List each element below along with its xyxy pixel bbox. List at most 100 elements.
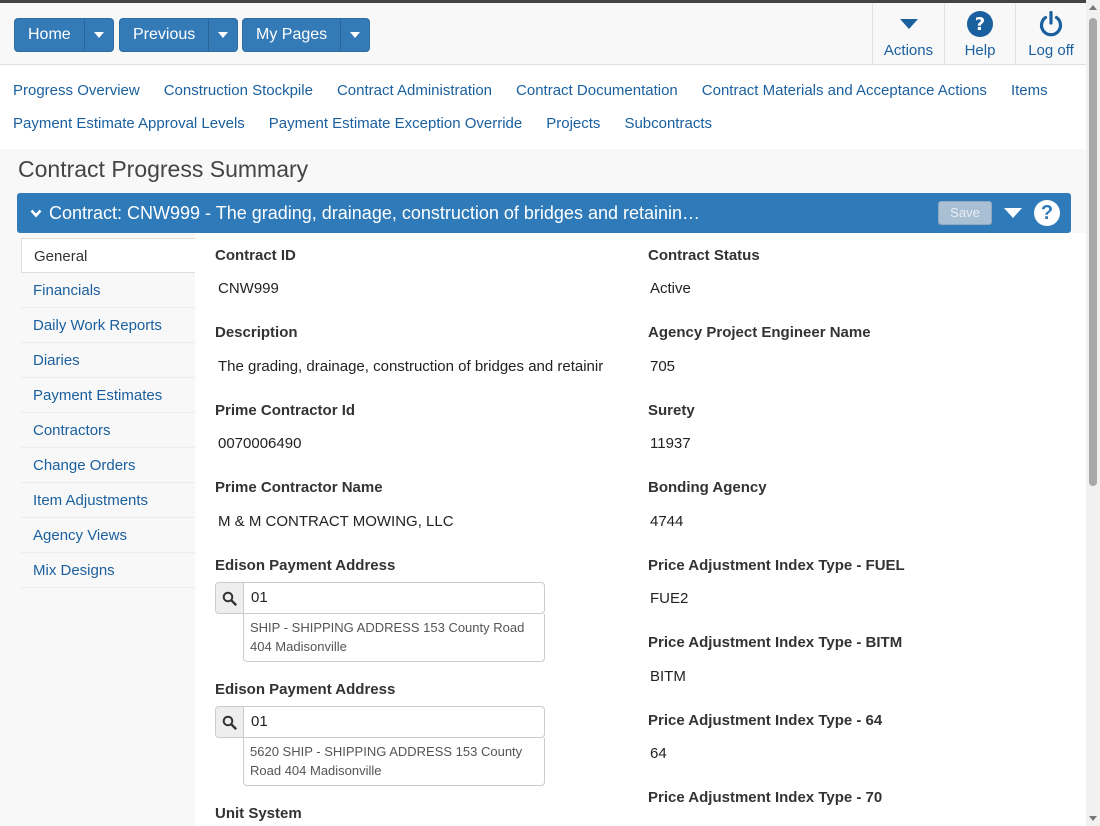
address-desc-line: SHIP - SHIPPING ADDRESS 153 County Road xyxy=(250,620,525,635)
top-toolbar: Home Previous My Pages Actions ? Help Lo… xyxy=(0,0,1086,65)
edison-payment-address-2-value[interactable]: 01 xyxy=(251,713,268,730)
module-links: Progress Overview Construction Stockpile… xyxy=(0,65,1086,149)
link-items[interactable]: Items xyxy=(1010,82,1048,99)
sidebar-item-change-orders[interactable]: Change Orders xyxy=(21,448,195,483)
caret-down-icon xyxy=(899,8,919,40)
link-construction-stockpile[interactable]: Construction Stockpile xyxy=(163,82,313,99)
link-contract-administration[interactable]: Contract Administration xyxy=(336,82,493,99)
link-contract-documentation[interactable]: Contract Documentation xyxy=(516,82,678,99)
agency-project-engineer-label: Agency Project Engineer Name xyxy=(648,324,871,341)
top-right-actions: Actions ? Help Log off xyxy=(872,3,1086,65)
link-subcontracts[interactable]: Subcontracts xyxy=(624,115,712,132)
my-pages-button-group: My Pages xyxy=(242,18,371,52)
pai-70-label: Price Adjustment Index Type - 70 xyxy=(648,789,883,806)
edison-payment-address-value[interactable]: 01 xyxy=(251,589,268,606)
previous-button[interactable]: Previous xyxy=(133,26,196,43)
contract-status-label: Contract Status xyxy=(648,247,760,264)
sidebar-item-item-adjustments[interactable]: Item Adjustments xyxy=(21,483,195,518)
unit-system-label: Unit System xyxy=(215,805,302,822)
contract-panel-title: Contract: CNW999 - The grading, drainage… xyxy=(49,202,701,223)
module-links-row-1: Progress Overview Construction Stockpile… xyxy=(13,81,1086,101)
edison-payment-address-2-lookup: 01 5620 SHIP - SHIPPING ADDRESS 153 Coun… xyxy=(215,706,545,786)
sidebar-item-mix-designs[interactable]: Mix Designs xyxy=(21,553,195,588)
address-desc-line: 404 Madisonville xyxy=(250,639,347,654)
edison-payment-address-label: Edison Payment Address xyxy=(215,557,396,574)
contract-content: General Financials Daily Work Reports Di… xyxy=(17,233,1086,826)
chevron-down-icon xyxy=(350,32,361,38)
home-button-group: Home xyxy=(14,18,114,52)
pai-bitm-label: Price Adjustment Index Type - BITM xyxy=(648,634,903,651)
page-title: Contract Progress Summary xyxy=(18,156,309,182)
help-label: Help xyxy=(964,42,996,59)
edison-payment-address-2-description: 5620 SHIP - SHIPPING ADDRESS 153 County … xyxy=(243,738,545,786)
prime-contractor-id-label: Prime Contractor Id xyxy=(215,402,356,419)
sidebar-item-general[interactable]: General xyxy=(21,238,195,273)
home-dropdown-toggle[interactable] xyxy=(83,19,113,51)
my-pages-button[interactable]: My Pages xyxy=(256,26,328,43)
pai-bitm-value: BITM xyxy=(650,668,686,685)
link-payment-estimate-approval-levels[interactable]: Payment Estimate Approval Levels xyxy=(13,115,245,132)
prime-contractor-id-value: 0070006490 xyxy=(218,435,302,452)
chevron-down-icon xyxy=(218,32,229,38)
edison-payment-address-field[interactable]: 01 xyxy=(215,582,545,614)
description-label: Description xyxy=(215,324,298,341)
sidebar-item-daily-work-reports[interactable]: Daily Work Reports xyxy=(21,308,195,343)
previous-dropdown-toggle[interactable] xyxy=(208,19,237,51)
actions-label: Actions xyxy=(883,42,934,59)
pai-fuel-label: Price Adjustment Index Type - FUEL xyxy=(648,557,905,574)
edison-payment-address-2-field[interactable]: 01 xyxy=(215,706,545,738)
scroll-down-arrow-icon[interactable] xyxy=(1089,816,1097,821)
my-pages-dropdown-toggle[interactable] xyxy=(340,19,369,51)
sidebar-item-financials[interactable]: Financials xyxy=(21,273,195,308)
help-button[interactable]: ? Help xyxy=(944,3,1015,65)
sidebar-item-payment-estimates[interactable]: Payment Estimates xyxy=(21,378,195,413)
contract-status-value: Active xyxy=(650,280,691,297)
power-icon xyxy=(1037,8,1065,40)
link-contract-materials-acceptance[interactable]: Contract Materials and Acceptance Action… xyxy=(701,82,987,99)
save-button[interactable]: Save xyxy=(938,201,992,225)
description-value: The grading, drainage, construction of b… xyxy=(218,358,604,375)
svg-text:?: ? xyxy=(975,14,985,35)
prime-contractor-name-value: M & M CONTRACT MOWING, LLC xyxy=(218,513,454,530)
edison-payment-address-2-label: Edison Payment Address xyxy=(215,681,396,698)
search-icon[interactable] xyxy=(216,583,244,613)
actions-button[interactable]: Actions xyxy=(872,3,944,65)
surety-label: Surety xyxy=(648,402,695,419)
scroll-up-arrow-icon[interactable] xyxy=(1089,5,1097,10)
surety-value: 11937 xyxy=(650,435,691,452)
log-off-label: Log off xyxy=(1028,42,1074,59)
bonding-agency-value: 4744 xyxy=(650,513,684,530)
contract-panel-header[interactable]: Contract: CNW999 - The grading, drainage… xyxy=(17,193,1071,233)
chevron-down-icon xyxy=(93,32,104,38)
section-sidebar: General Financials Daily Work Reports Di… xyxy=(17,233,195,826)
panel-menu-caret-icon[interactable] xyxy=(1004,208,1022,218)
panel-help-icon[interactable]: ? xyxy=(1034,200,1060,226)
home-button[interactable]: Home xyxy=(28,26,71,43)
search-icon[interactable] xyxy=(216,707,244,737)
prime-contractor-name-label: Prime Contractor Name xyxy=(215,479,383,496)
sidebar-item-agency-views[interactable]: Agency Views xyxy=(21,518,195,553)
contract-id-label: Contract ID xyxy=(215,247,296,264)
question-circle-icon: ? xyxy=(966,8,994,40)
contract-id-value: CNW999 xyxy=(218,280,279,297)
address-desc-line: Road 404 Madisonville xyxy=(250,763,382,778)
chevron-down-icon[interactable] xyxy=(30,207,42,219)
link-progress-overview[interactable]: Progress Overview xyxy=(13,82,140,99)
pai-64-value: 64 xyxy=(650,745,667,762)
sidebar-item-diaries[interactable]: Diaries xyxy=(21,343,195,378)
module-links-row-2: Payment Estimate Approval Levels Payment… xyxy=(13,114,1086,134)
page-scrollbar[interactable] xyxy=(1086,0,1100,826)
pai-64-label: Price Adjustment Index Type - 64 xyxy=(648,712,883,729)
previous-button-group: Previous xyxy=(119,18,239,52)
scrollbar-thumb[interactable] xyxy=(1089,18,1097,486)
link-payment-estimate-exception-override[interactable]: Payment Estimate Exception Override xyxy=(268,115,523,132)
link-projects[interactable]: Projects xyxy=(546,115,601,132)
sidebar-item-contractors[interactable]: Contractors xyxy=(21,413,195,448)
agency-project-engineer-value: 705 xyxy=(650,358,676,375)
edison-payment-address-description: SHIP - SHIPPING ADDRESS 153 County Road … xyxy=(243,614,545,662)
log-off-button[interactable]: Log off xyxy=(1015,3,1086,65)
bonding-agency-label: Bonding Agency xyxy=(648,479,767,496)
address-desc-line: 5620 SHIP - SHIPPING ADDRESS 153 County xyxy=(250,744,523,759)
pai-fuel-value: FUE2 xyxy=(650,590,689,607)
edison-payment-address-lookup: 01 SHIP - SHIPPING ADDRESS 153 County Ro… xyxy=(215,582,545,662)
